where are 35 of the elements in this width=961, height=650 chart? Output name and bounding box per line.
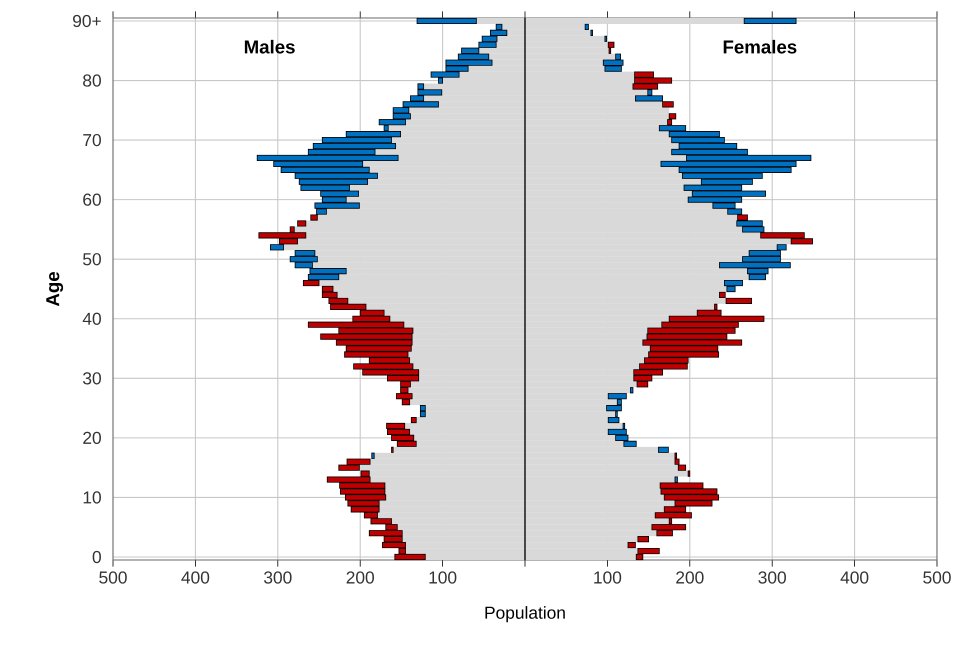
x-tick-label: 200 [676,571,704,584]
annotation: Females [724,40,796,54]
x-axis-title: Population [485,606,565,622]
y-tick-label: 90+ [73,14,101,28]
y-tick-label: 30 [83,372,101,384]
bar [630,387,634,394]
bar [726,298,752,304]
bar [297,220,306,227]
y-tick-label: 80 [83,74,101,87]
bar [637,536,649,542]
x-tick-label: 400 [840,571,868,584]
annotation: Males [244,40,295,54]
y-tick-label: 60 [83,194,101,206]
x-tick-label: 500 [923,571,951,584]
y-tick-label: 0 [92,550,101,564]
x-tick-label: 100 [594,571,622,584]
y-axis-title: Age [46,272,64,306]
bar [744,18,796,24]
bar [416,18,477,24]
bar [628,542,636,548]
x-tick-label: 500 [99,571,127,584]
x-tick-label: 200 [346,571,374,584]
bar [719,292,726,298]
y-tick-label: 40 [82,312,101,325]
bar [584,24,589,30]
y-tick-label: 50 [83,253,101,266]
x-tick-label: 400 [181,571,210,584]
x-tick-label: 300 [758,571,786,584]
bar [658,446,669,453]
y-tick-label: 20 [83,432,101,444]
x-tick-label: 100 [429,571,456,584]
x-tick-label: 300 [264,571,292,584]
y-tick-label: 70 [83,134,101,146]
bar [410,416,417,424]
y-tick-label: 10 [84,491,101,504]
